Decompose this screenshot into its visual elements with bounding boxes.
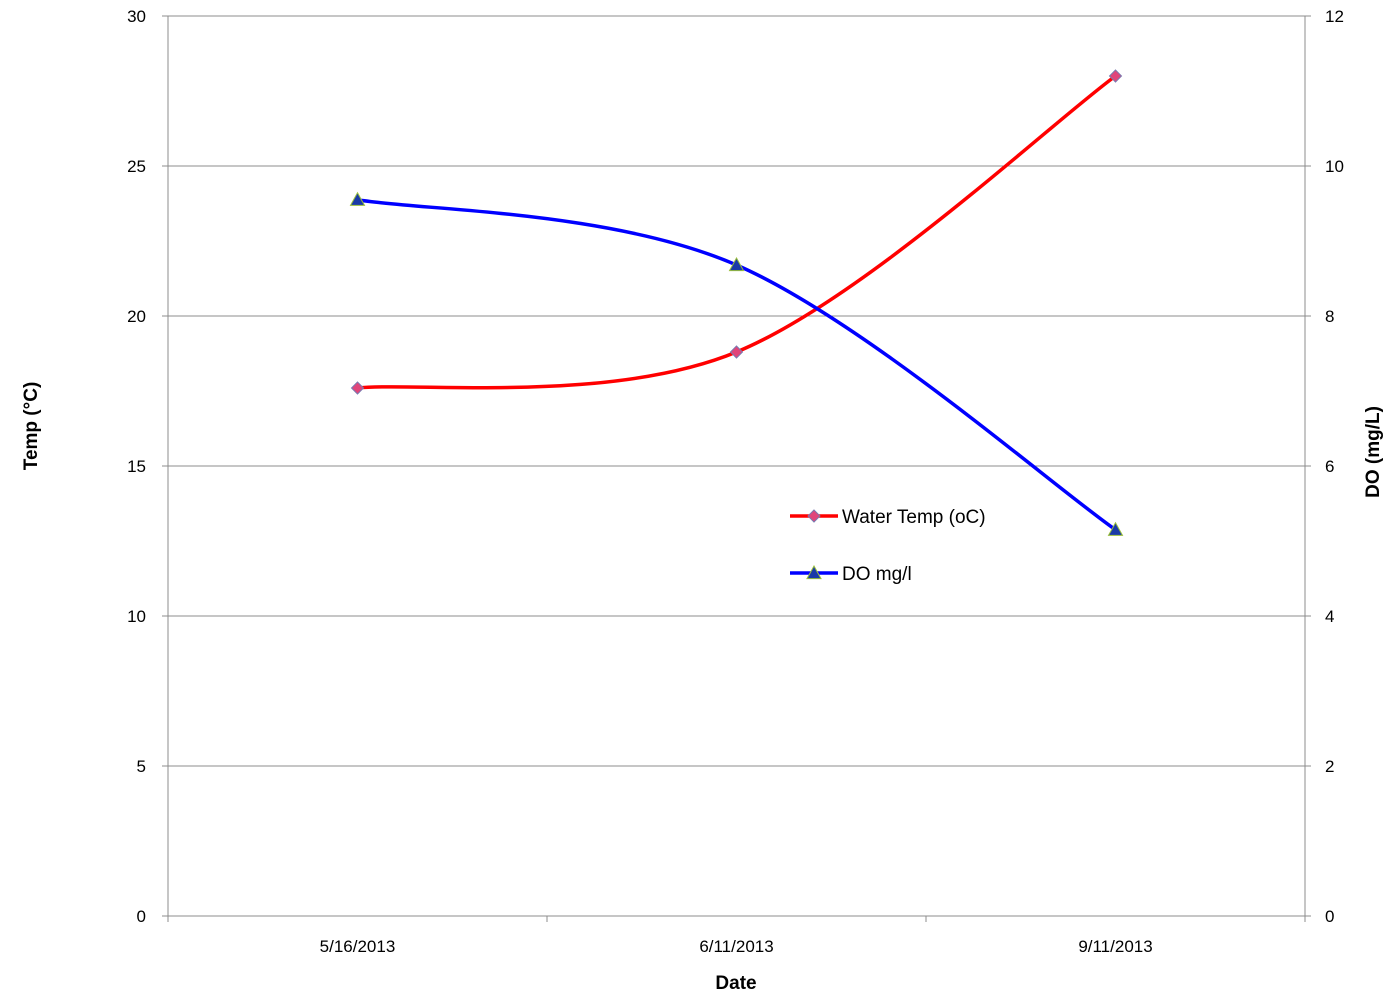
- legend-label-water-temp-oc: Water Temp (oC): [842, 507, 986, 528]
- y-tick-label-25: 25: [127, 157, 146, 176]
- tick-labels: 0 5 10 15 20 25 30 0 2 4 6 8 10 12 5/16/2013 6/11/2013 9…: [127, 7, 1344, 956]
- point-do-mg-l-2: [1107, 521, 1124, 536]
- y-tick-label-15: 15: [127, 457, 146, 476]
- x-tick-label-9/11/2013: 9/11/2013: [1078, 937, 1152, 956]
- y2-tick-label-6: 6: [1325, 457, 1334, 476]
- point-water-temp-oc-1: [729, 345, 744, 359]
- y-axis-title: Temp (°C): [21, 382, 42, 471]
- y-tick-label-20: 20: [127, 307, 146, 326]
- y2-tick-label-12: 12: [1325, 7, 1344, 26]
- point-do-mg-l-0: [349, 191, 366, 206]
- y2-tick-label-8: 8: [1325, 307, 1334, 326]
- point-water-temp-oc-2: [1108, 69, 1123, 83]
- y2-axis-title: DO (mg/L): [1363, 406, 1384, 498]
- y-tick-label-0: 0: [137, 907, 146, 926]
- legend: Water Temp (oC) DO mg/l: [790, 507, 986, 585]
- legend-label-do-mg-l: DO mg/l: [842, 564, 912, 585]
- legend-marker-do-mg-l: [806, 564, 822, 580]
- y2-tick-label-10: 10: [1325, 157, 1344, 176]
- y-tick-label-30: 30: [127, 7, 146, 26]
- y2-tick-label-2: 2: [1325, 757, 1334, 776]
- series-lines: [357, 74, 1117, 532]
- legend-marker-water-temp-oc: [807, 509, 821, 523]
- point-water-temp-oc-0: [350, 381, 365, 395]
- x-axis-title: Date: [715, 973, 756, 994]
- axes: [162, 15, 1311, 922]
- y-tick-label-10: 10: [127, 607, 146, 626]
- y2-tick-label-0: 0: [1325, 907, 1334, 926]
- y2-tick-label-4: 4: [1325, 607, 1334, 626]
- series-line-water-temp-oc: [357, 74, 1117, 390]
- series-line-do-mg-l: [357, 198, 1117, 532]
- y-tick-label-5: 5: [137, 757, 146, 776]
- gridlines: [168, 15, 1305, 767]
- x-tick-label-5/16/2013: 5/16/2013: [320, 937, 396, 956]
- x-tick-label-6/11/2013: 6/11/2013: [699, 937, 773, 956]
- point-do-mg-l-1: [728, 256, 745, 272]
- series-markers: [349, 69, 1124, 536]
